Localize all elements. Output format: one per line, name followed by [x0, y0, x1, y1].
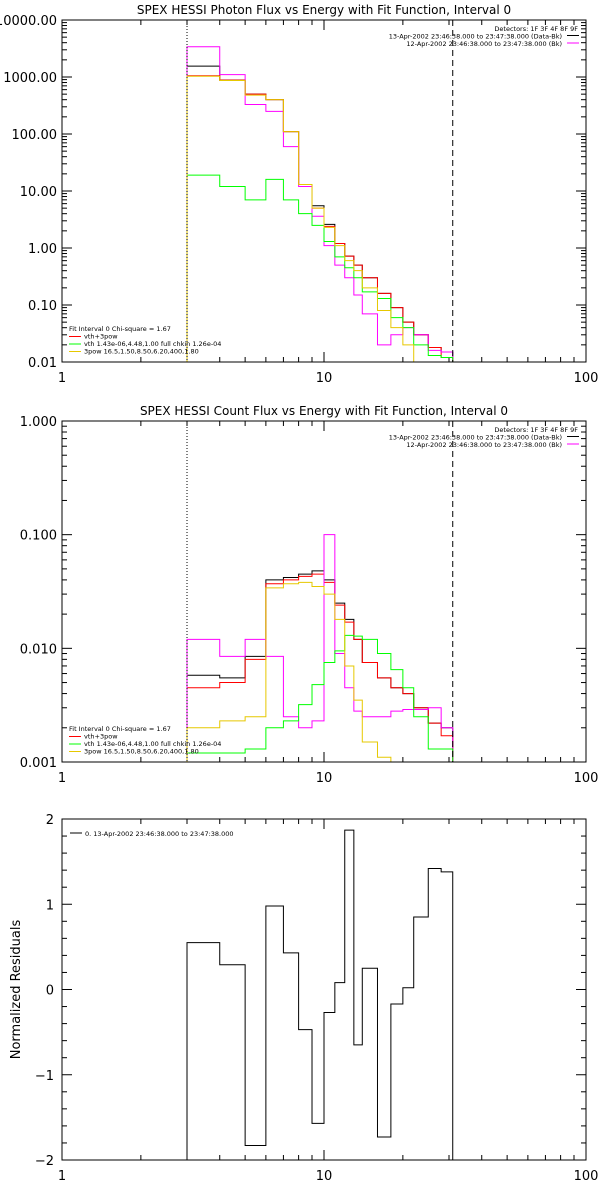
y-tick-label: 0.010: [20, 642, 57, 657]
y-tick-label: 0.100: [20, 529, 57, 544]
series-line-5: [186, 581, 392, 762]
y-axis: 0.01 0.10 1.00 10.00 100.00 1000.00 10000.00: [0, 14, 586, 371]
header-line: Detectors: 1F 3F 4F 8F 9F: [494, 426, 578, 434]
series-line-1: [186, 65, 454, 362]
series-line-2: [186, 573, 454, 762]
legend-entry: vth 1.43e-06,4.48,1.00 full chkin 1.26e-…: [84, 740, 221, 748]
series-line-1: [186, 829, 454, 1160]
legend-entry: 0. 13-Apr-2002 23:46:38.000 to 23:47:38.…: [85, 830, 234, 838]
y-tick-label: 1: [46, 898, 54, 913]
y-tick-label: 10000.00: [0, 14, 57, 29]
series-line-1: [186, 570, 454, 762]
y-axis: 0.001 0.010 0.100 1.000: [20, 415, 586, 771]
y-tick-label: 0: [46, 984, 54, 999]
legend-entry: 3pow 16.5,1.50,8.50,6.20,400,1.80: [84, 348, 199, 356]
header-line: Detectors: 1F 3F 4F 8F 9F: [494, 25, 578, 33]
x-tick-label: 1: [58, 1169, 66, 1184]
legend: Fit Interval 0 Chi-square = 1.67vth+3pow…: [69, 325, 221, 356]
series-line-4: [186, 174, 454, 362]
legend: 0. 13-Apr-2002 23:46:38.000 to 23:47:38.…: [70, 830, 234, 838]
plot-frame: [61, 420, 587, 763]
y-tick-label: −1: [35, 1069, 54, 1084]
header-line: 13-Apr-2002 23:46:38.000 to 23:47:38.000…: [389, 434, 562, 442]
legend-entry: 3pow 16.5,1.50,8.50,6.20,400,1.80: [84, 748, 199, 756]
x-tick-label: 100: [574, 771, 599, 786]
x-tick-label: 100: [574, 371, 599, 386]
legend-entry: vth+3pow: [84, 333, 118, 341]
legend-entry: Fit Interval 0 Chi-square = 1.67: [69, 725, 171, 733]
header-line: 12-Apr-2002 23:46:38.000 to 23:47:38.000…: [406, 441, 562, 449]
legend: Fit Interval 0 Chi-square = 1.67vth+3pow…: [69, 725, 221, 756]
header-line: 12-Apr-2002 23:46:38.000 to 23:47:38.000…: [406, 40, 562, 48]
y-tick-label: 100.00: [12, 128, 58, 143]
series-group: [186, 829, 454, 1160]
x-axis: 1 10 100: [58, 819, 599, 1184]
x-tick-label: 10: [316, 771, 333, 786]
series-group: [186, 46, 454, 362]
y-tick-label: 0.01: [28, 356, 57, 371]
y-tick-label: 2: [46, 813, 54, 828]
legend-entry: vth 1.43e-06,4.48,1.00 full chkin 1.26e-…: [84, 340, 221, 348]
legend-entry: vth+3pow: [84, 733, 118, 741]
y-tick-label: 1.000: [20, 415, 57, 430]
header-line: 13-Apr-2002 23:46:38.000 to 23:47:38.000…: [389, 33, 562, 41]
series-line-4: [186, 634, 454, 762]
series-line-2: [186, 75, 454, 362]
y-tick-label: 0.001: [20, 756, 57, 771]
x-tick-label: 1: [58, 771, 66, 786]
panel-2: SPEX HESSI Count Flux vs Energy with Fit…: [20, 404, 599, 786]
x-tick-label: 1: [58, 371, 66, 386]
legend-entry: Fit Interval 0 Chi-square = 1.67: [69, 325, 171, 333]
chart-title: SPEX HESSI Count Flux vs Energy with Fit…: [140, 404, 508, 418]
plot-frame: [61, 818, 587, 1161]
x-tick-label: 100: [574, 1169, 599, 1184]
y-tick-label: 1.00: [28, 242, 57, 257]
x-tick-label: 10: [316, 1169, 333, 1184]
panel-1: SPEX HESSI Photon Flux vs Energy with Fi…: [0, 3, 598, 386]
y-axis-label: Normalized Residuals: [9, 920, 24, 1060]
series-line-5: [186, 75, 429, 362]
plot-frame: [61, 19, 587, 363]
y-axis: 2 1 0 −1 −2: [35, 813, 586, 1169]
series-line-3: [186, 534, 454, 762]
series-group: [186, 534, 454, 762]
y-tick-label: 0.10: [28, 299, 57, 314]
y-tick-label: −2: [35, 1154, 54, 1169]
x-tick-label: 10: [316, 371, 333, 386]
y-tick-label: 10.00: [20, 185, 57, 200]
y-tick-label: 1000.00: [3, 71, 57, 86]
chart-title: SPEX HESSI Photon Flux vs Energy with Fi…: [137, 3, 511, 17]
